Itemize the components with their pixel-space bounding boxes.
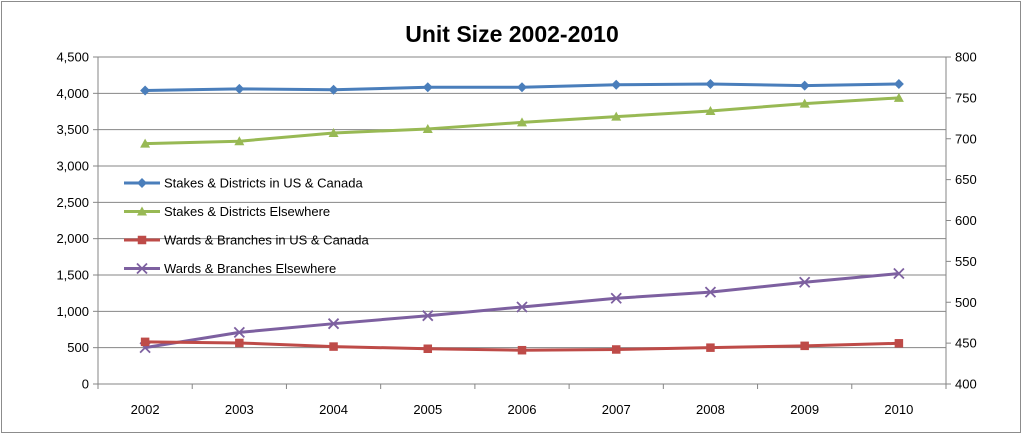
left-tick-label: 500: [67, 340, 89, 355]
left-tick-label: 1,500: [56, 268, 89, 283]
data-point: [234, 136, 245, 146]
right-tick-label: 650: [955, 172, 977, 187]
data-point: [517, 117, 527, 127]
data-point: [799, 276, 811, 288]
left-tick-label: 4,500: [56, 50, 89, 65]
data-point: [893, 92, 904, 102]
legend-item: Wards & Branches Elsewhere: [124, 261, 336, 276]
right-tick-label: 550: [955, 254, 977, 269]
legend-marker: [136, 262, 148, 275]
data-point: [800, 341, 809, 351]
data-point: [611, 111, 622, 121]
data-point: [705, 105, 716, 115]
chart-title: Unit Size 2002-2010: [405, 21, 619, 47]
legend-label: Wards & Branches Elsewhere: [164, 261, 336, 276]
data-point: [234, 83, 245, 94]
data-point: [893, 267, 905, 280]
data-point: [140, 337, 150, 347]
series-line: [144, 272, 900, 350]
data-point: [799, 80, 810, 91]
left-tick-label: 3,500: [56, 122, 89, 137]
right-tick-label: 500: [955, 295, 977, 310]
right-tick-label: 450: [955, 336, 977, 351]
x-tick-label: 2006: [508, 402, 537, 417]
data-point: [140, 85, 151, 96]
series-0: [140, 78, 904, 96]
left-tick-label: 0: [82, 377, 89, 392]
right-axis-ticks: 400 450 500 550 600 650 700 750 800: [955, 50, 977, 392]
legend-label: Stakes & Districts in US & Canada: [164, 176, 363, 191]
right-tick-label: 750: [955, 90, 977, 105]
series-2: [140, 337, 904, 355]
x-tick-label: 2004: [319, 402, 348, 417]
legend-item: Wards & Branches in US & Canada: [124, 233, 369, 248]
x-tick-label: 2008: [696, 402, 725, 417]
data-point: [422, 310, 434, 322]
right-tick-label: 400: [955, 377, 977, 392]
x-tick-label: 2010: [884, 402, 913, 417]
x-tick-label: 2002: [131, 402, 160, 417]
legend-label: Wards & Branches in US & Canada: [164, 233, 369, 248]
x-tick-label: 2009: [790, 402, 819, 417]
left-tick-label: 3,000: [56, 159, 89, 174]
x-tick-label: 2005: [413, 402, 442, 417]
series-1: [140, 92, 904, 148]
data-point: [422, 82, 433, 93]
data-point: [611, 79, 622, 90]
left-tick-label: 2,500: [56, 195, 89, 210]
data-point: [422, 123, 433, 133]
data-point: [235, 338, 244, 348]
axes: [93, 56, 951, 389]
left-tick-label: 2,000: [56, 231, 89, 246]
data-point: [328, 84, 339, 95]
data-point: [893, 78, 904, 89]
legend: Stakes & Districts in US & Canada Stakes …: [124, 176, 369, 276]
gridlines: [98, 56, 946, 349]
data-point: [327, 318, 340, 330]
right-tick-label: 800: [955, 50, 977, 65]
data-point: [799, 98, 810, 108]
legend-marker: [137, 206, 147, 216]
data-point: [140, 138, 151, 148]
x-axis-ticks: 2002 2003 2004 2005 2006 2007 2008 2009 2010: [131, 402, 914, 417]
data-point: [517, 82, 527, 93]
legend-marker: [137, 178, 147, 188]
data-point: [704, 286, 717, 298]
data-point: [706, 343, 715, 352]
legend-label: Stakes & Districts Elsewhere: [164, 204, 330, 219]
x-tick-label: 2007: [602, 402, 631, 417]
data-point: [705, 78, 716, 89]
x-tick-label: 2003: [225, 402, 254, 417]
right-tick-label: 700: [955, 131, 977, 146]
data-point: [611, 345, 621, 354]
data-point: [328, 128, 339, 138]
left-tick-label: 4,000: [56, 86, 89, 101]
right-tick-label: 600: [955, 213, 977, 228]
legend-marker: [137, 235, 147, 245]
data-point: [233, 326, 245, 339]
series-lines: [139, 78, 905, 355]
left-tick-label: 1,000: [56, 304, 89, 319]
series-3: [139, 267, 905, 354]
data-point: [894, 339, 904, 348]
data-point: [517, 345, 527, 355]
legend-item: Stakes & Districts Elsewhere: [124, 204, 330, 219]
data-point: [516, 301, 528, 313]
left-axis-ticks: 0 500 1,000 1,500 2,000 2,500 3,000 3,500 4,000 4…: [56, 50, 89, 392]
data-point: [610, 292, 622, 304]
data-point: [423, 344, 433, 354]
legend-item: Stakes & Districts in US & Canada: [124, 176, 363, 191]
data-point: [329, 342, 338, 351]
